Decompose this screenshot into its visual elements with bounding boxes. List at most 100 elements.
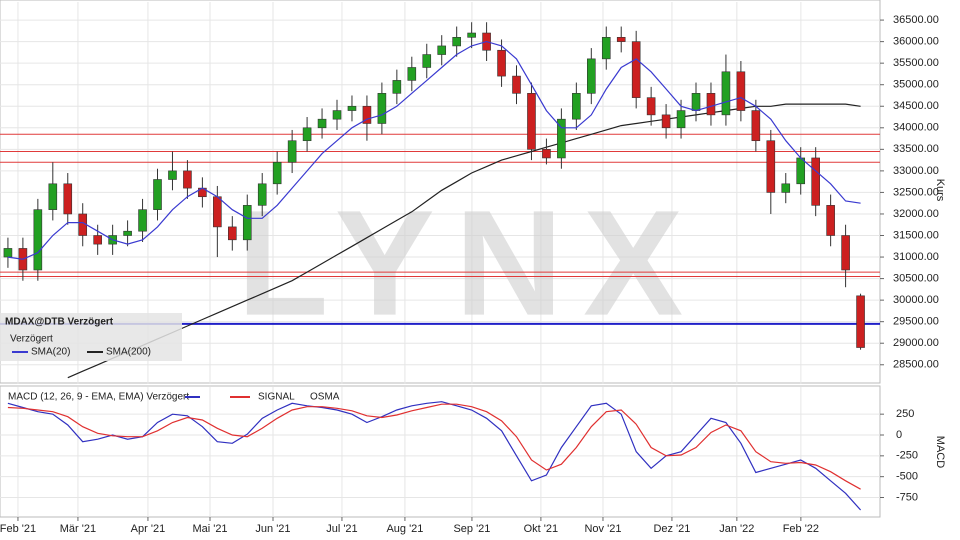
candle-body bbox=[497, 49, 506, 77]
y-tick-label: 33000.00 bbox=[893, 165, 939, 177]
candle-body bbox=[856, 295, 865, 348]
candle-body bbox=[228, 226, 237, 241]
candle-body bbox=[557, 118, 566, 159]
candle-body bbox=[736, 71, 746, 111]
x-tick-label: Nov '21 bbox=[584, 523, 621, 535]
candle-body bbox=[706, 93, 716, 116]
y-tick-label: 28500.00 bbox=[893, 359, 939, 371]
legend-entry: SIGNAL bbox=[258, 392, 295, 403]
candle-body bbox=[721, 71, 731, 116]
y-tick-label: 29000.00 bbox=[893, 337, 939, 349]
legend-title: MDAX@DTB Verzögert bbox=[5, 317, 114, 328]
candle-body bbox=[317, 118, 327, 129]
candle-body bbox=[347, 105, 357, 111]
candle-body bbox=[257, 183, 267, 206]
candle-body bbox=[48, 183, 58, 210]
x-tick-label: Jan '22 bbox=[719, 523, 754, 535]
candle-body bbox=[272, 161, 282, 185]
candle-body bbox=[661, 114, 671, 129]
y-tick-label: 35500.00 bbox=[893, 57, 939, 69]
candle-body bbox=[213, 196, 222, 228]
x-tick-label: Feb '22 bbox=[783, 523, 819, 535]
macd-pane bbox=[0, 385, 881, 518]
y-axis-label: MACD bbox=[934, 436, 946, 468]
candle-body bbox=[407, 67, 417, 81]
x-tick-label: Feb '21 bbox=[0, 523, 36, 535]
y-tick-label: -500 bbox=[896, 471, 918, 483]
candle-body bbox=[168, 170, 177, 180]
x-tick-label: Sep '21 bbox=[453, 523, 490, 535]
candle-body bbox=[437, 45, 447, 55]
candle-body bbox=[572, 93, 581, 120]
candle-body bbox=[601, 37, 611, 60]
x-tick-label: Okt '21 bbox=[524, 523, 559, 535]
y-tick-label: 33500.00 bbox=[893, 143, 939, 155]
candle-body bbox=[302, 127, 312, 142]
series-line bbox=[7, 401, 862, 511]
candle-body bbox=[63, 183, 73, 215]
candle-body bbox=[183, 170, 192, 189]
x-tick-label: Jul '21 bbox=[326, 523, 357, 535]
candle-body bbox=[33, 209, 43, 271]
candle-body bbox=[287, 140, 297, 163]
candle-body bbox=[392, 80, 402, 94]
candle-body bbox=[362, 105, 372, 124]
y-tick-label: 30500.00 bbox=[893, 273, 939, 285]
x-tick-label: Aug '21 bbox=[386, 523, 423, 535]
candle-body bbox=[676, 110, 686, 129]
y-axis-label: Kurs bbox=[934, 179, 946, 202]
legend-entry: MACD (12, 26, 9 - EMA, EMA) Verzögert bbox=[8, 392, 189, 403]
y-tick-label: 36000.00 bbox=[893, 36, 939, 48]
y-tick-label: 29500.00 bbox=[893, 316, 939, 328]
y-tick-label: 32000.00 bbox=[893, 208, 939, 220]
candle-body bbox=[138, 209, 147, 232]
legend-entry: SMA(200) bbox=[106, 347, 151, 358]
candle-body bbox=[3, 248, 13, 258]
candle-body bbox=[123, 230, 132, 236]
y-tick-label: 32500.00 bbox=[893, 186, 939, 198]
x-tick-label: Apr '21 bbox=[131, 523, 166, 535]
candle-body bbox=[631, 41, 641, 98]
candle-body bbox=[796, 157, 806, 185]
y-tick-label: -750 bbox=[896, 491, 918, 503]
series-line bbox=[7, 40, 861, 260]
series-line bbox=[7, 403, 861, 490]
candle-body bbox=[587, 58, 596, 94]
y-tick-label: 30000.00 bbox=[893, 294, 939, 306]
candle-body bbox=[751, 110, 761, 142]
y-tick-label: 0 bbox=[896, 429, 902, 441]
candle-body bbox=[841, 235, 850, 271]
legend-entry: SMA(20) bbox=[31, 347, 70, 358]
legend-subtitle: Verzögert bbox=[10, 334, 53, 345]
candle-body bbox=[93, 235, 102, 245]
candle-body bbox=[452, 37, 461, 47]
candle-body bbox=[467, 32, 476, 38]
candle-body bbox=[527, 93, 536, 150]
candle-body bbox=[766, 140, 776, 193]
candle-body bbox=[811, 157, 820, 206]
candle-body bbox=[242, 205, 252, 241]
candle-body bbox=[332, 110, 342, 120]
legend-entry: OSMA bbox=[310, 392, 340, 403]
y-tick-label: 36500.00 bbox=[893, 14, 939, 26]
candle-body bbox=[781, 183, 791, 193]
x-tick-label: Dez '21 bbox=[653, 523, 690, 535]
candle-body bbox=[646, 97, 656, 116]
candle-body bbox=[616, 37, 626, 42]
y-tick-label: 31000.00 bbox=[893, 251, 939, 263]
y-tick-label: 34000.00 bbox=[893, 122, 939, 134]
candle-body bbox=[377, 93, 387, 124]
candle-body bbox=[542, 149, 551, 159]
y-tick-label: 31500.00 bbox=[893, 229, 939, 241]
candle-body bbox=[826, 205, 835, 236]
x-tick-label: Mär '21 bbox=[60, 523, 96, 535]
candle-body bbox=[422, 54, 432, 68]
candle-body bbox=[512, 75, 521, 94]
candle-body bbox=[153, 179, 162, 210]
marks-layer bbox=[0, 22, 880, 511]
y-tick-label: 250 bbox=[896, 408, 914, 420]
x-tick-label: Jun '21 bbox=[255, 523, 290, 535]
y-tick-label: -250 bbox=[896, 450, 918, 462]
